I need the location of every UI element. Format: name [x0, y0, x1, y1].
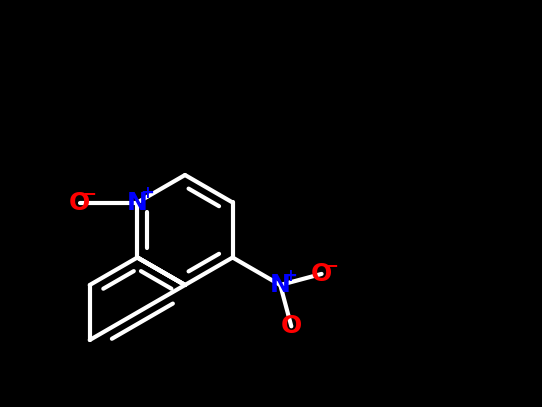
Text: O: O: [69, 190, 91, 214]
Text: N: N: [270, 273, 291, 297]
Text: +: +: [140, 184, 154, 203]
Text: N: N: [127, 190, 148, 214]
Text: −: −: [325, 256, 339, 274]
Text: +: +: [283, 267, 297, 285]
Text: O: O: [311, 262, 332, 286]
Text: O: O: [281, 314, 302, 338]
Text: −: −: [83, 184, 96, 203]
